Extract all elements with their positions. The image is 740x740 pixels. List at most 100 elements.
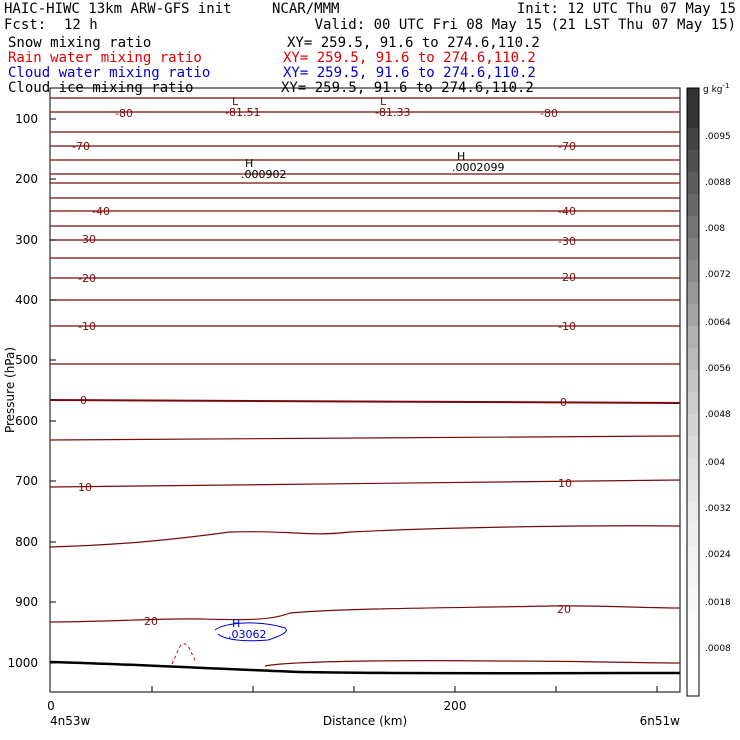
colorbar-segment (687, 612, 699, 634)
colorbar-label: .0024 (705, 550, 731, 560)
contour-label-minus40: -40 (558, 205, 576, 218)
contour-label-minus20: -20 (78, 272, 96, 285)
field-name-snow: Snow mixing ratio (8, 35, 152, 51)
colorbar-segment (687, 656, 699, 696)
contour-label-minus10: -10 (558, 320, 576, 333)
y-tick-label: 200 (15, 172, 38, 186)
colorbar-segment (687, 172, 699, 194)
contour-label-zero: 0 (80, 394, 87, 407)
y-axis-title: Pressure (hPa) (3, 347, 17, 433)
chart-title: HAIC-HIWC 13km ARW-GFS init (4, 1, 232, 17)
colorbar-segment (687, 150, 699, 172)
colorbar-segment (687, 348, 699, 370)
colorbar-segment (687, 458, 699, 480)
colorbar-segment (687, 634, 699, 656)
x-end-label-right: 6n51w (640, 714, 681, 728)
high-marker: H (232, 617, 240, 630)
isotherm-line (49, 479, 681, 488)
cloud-water-contour (214, 622, 287, 642)
field-name-rain: Rain water mixing ratio (8, 50, 202, 66)
y-axis-labels: 100 200 300 400 500 600 700 800 900 1000 (7, 112, 38, 670)
contour-label-minus10: -10 (78, 320, 96, 333)
contour-label-minus70: -70 (72, 140, 90, 153)
isotherm-line (264, 660, 681, 667)
y-tick-label: 600 (15, 414, 38, 428)
y-axis-ticks (50, 118, 56, 664)
contour-label-minus30: -30 (558, 235, 576, 248)
colorbar-segment (687, 392, 699, 414)
contour-label-minus30: -30 (78, 233, 96, 246)
field-xy-cloud-water: XY= 259.5, 91.6 to 274.6,110.2 (283, 65, 536, 81)
extrema-markers: L -81.51 L -81.33 H .000902 H .0002099 H… (225, 95, 505, 641)
colorbar-labels: .0095 .0088 .008 .0072 .0064 .0056 .0048… (705, 132, 731, 654)
y-tick-label: 800 (15, 535, 38, 549)
y-tick-label: 900 (15, 595, 38, 609)
isotherm-line (49, 605, 681, 623)
colorbar-label: .0056 (705, 364, 731, 374)
colorbar-segment (687, 194, 699, 216)
x-tick-label: 0 (47, 699, 55, 713)
colorbar-segment (687, 326, 699, 348)
forecast-label: Fcst: (4, 17, 47, 33)
colorbar-label: .0088 (705, 178, 731, 188)
field-xy-snow: XY= 259.5, 91.6 to 274.6,110.2 (287, 35, 540, 51)
terrain-line (49, 660, 681, 675)
high-value: .0002099 (452, 161, 505, 174)
rain-water-contour (171, 643, 197, 665)
colorbar-label: .0018 (705, 598, 731, 608)
colorbar-segment (687, 414, 699, 436)
colorbar-segment (687, 524, 699, 546)
colorbar-label: .004 (705, 458, 725, 468)
colorbar-segment (687, 260, 699, 282)
valid-time: Valid: 00 UTC Fri 08 May 15 (21 LST Thu … (314, 17, 736, 33)
high-marker: H (457, 150, 465, 163)
colorbar-label: .0008 (705, 644, 731, 654)
isotherm-line (49, 399, 681, 404)
contour-label-20: 20 (557, 603, 571, 616)
y-tick-label: 700 (15, 474, 38, 488)
colorbar-segment (687, 304, 699, 326)
temperature-contours (49, 97, 681, 667)
low-value: -81.51 (225, 106, 260, 119)
colorbar (686, 87, 700, 697)
isotherm-line (49, 435, 681, 441)
isotherm-line (49, 525, 681, 548)
colorbar-segment (687, 546, 699, 568)
colorbar-label: .0064 (705, 318, 731, 328)
colorbar-segment (687, 480, 699, 502)
high-value: .000902 (241, 168, 287, 181)
field-xy-rain: XY= 259.5, 91.6 to 274.6,110.2 (283, 50, 536, 66)
colorbar-segment (687, 88, 699, 128)
x-tick-label: 200 (444, 699, 467, 713)
contour-label-20: 20 (144, 615, 158, 628)
high-value: .03062 (228, 628, 267, 641)
contour-label-minus70: -70 (558, 140, 576, 153)
contour-label-10: 10 (558, 477, 572, 490)
y-tick-label: 100 (15, 112, 38, 126)
field-name-cloud-water: Cloud water mixing ratio (8, 65, 211, 81)
colorbar-frame (686, 87, 700, 697)
contour-label-minus40: -40 (92, 205, 110, 218)
x-axis-ticks (151, 686, 658, 692)
contour-label-minus80: -80 (115, 107, 133, 120)
colorbar-segment (687, 238, 699, 260)
contour-labels: -80 -80 -70 -70 -40 -40 -30 -30 -20 -20 … (72, 107, 576, 628)
forecast-value: 12 h (64, 17, 98, 33)
colorbar-label: .008 (705, 224, 725, 234)
contour-label-10: 10 (78, 481, 92, 494)
colorbar-segment (687, 370, 699, 392)
colorbar-segment (687, 128, 699, 150)
contour-label-minus80: -80 (540, 107, 558, 120)
colorbar-label: .0048 (705, 410, 731, 420)
x-axis-title: Distance (km) (323, 714, 407, 728)
plot-frame (49, 87, 681, 693)
colorbar-segment (687, 590, 699, 612)
y-tick-label: 1000 (7, 656, 38, 670)
colorbar-segment (687, 216, 699, 238)
org-label: NCAR/MMM (272, 1, 340, 17)
low-marker: L (232, 95, 239, 108)
colorbar-label: .0095 (705, 132, 731, 142)
low-marker: L (380, 95, 387, 108)
colorbar-segment (687, 568, 699, 590)
